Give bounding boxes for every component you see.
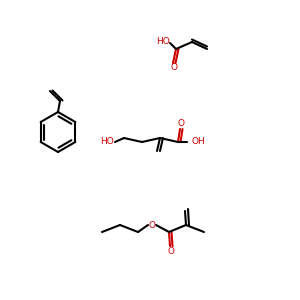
Text: HO: HO xyxy=(156,38,170,46)
Text: OH: OH xyxy=(192,137,206,146)
Text: O: O xyxy=(167,247,175,256)
Text: HO: HO xyxy=(100,137,114,146)
Text: O: O xyxy=(178,119,184,128)
Text: O: O xyxy=(148,220,155,230)
Text: O: O xyxy=(170,64,178,73)
